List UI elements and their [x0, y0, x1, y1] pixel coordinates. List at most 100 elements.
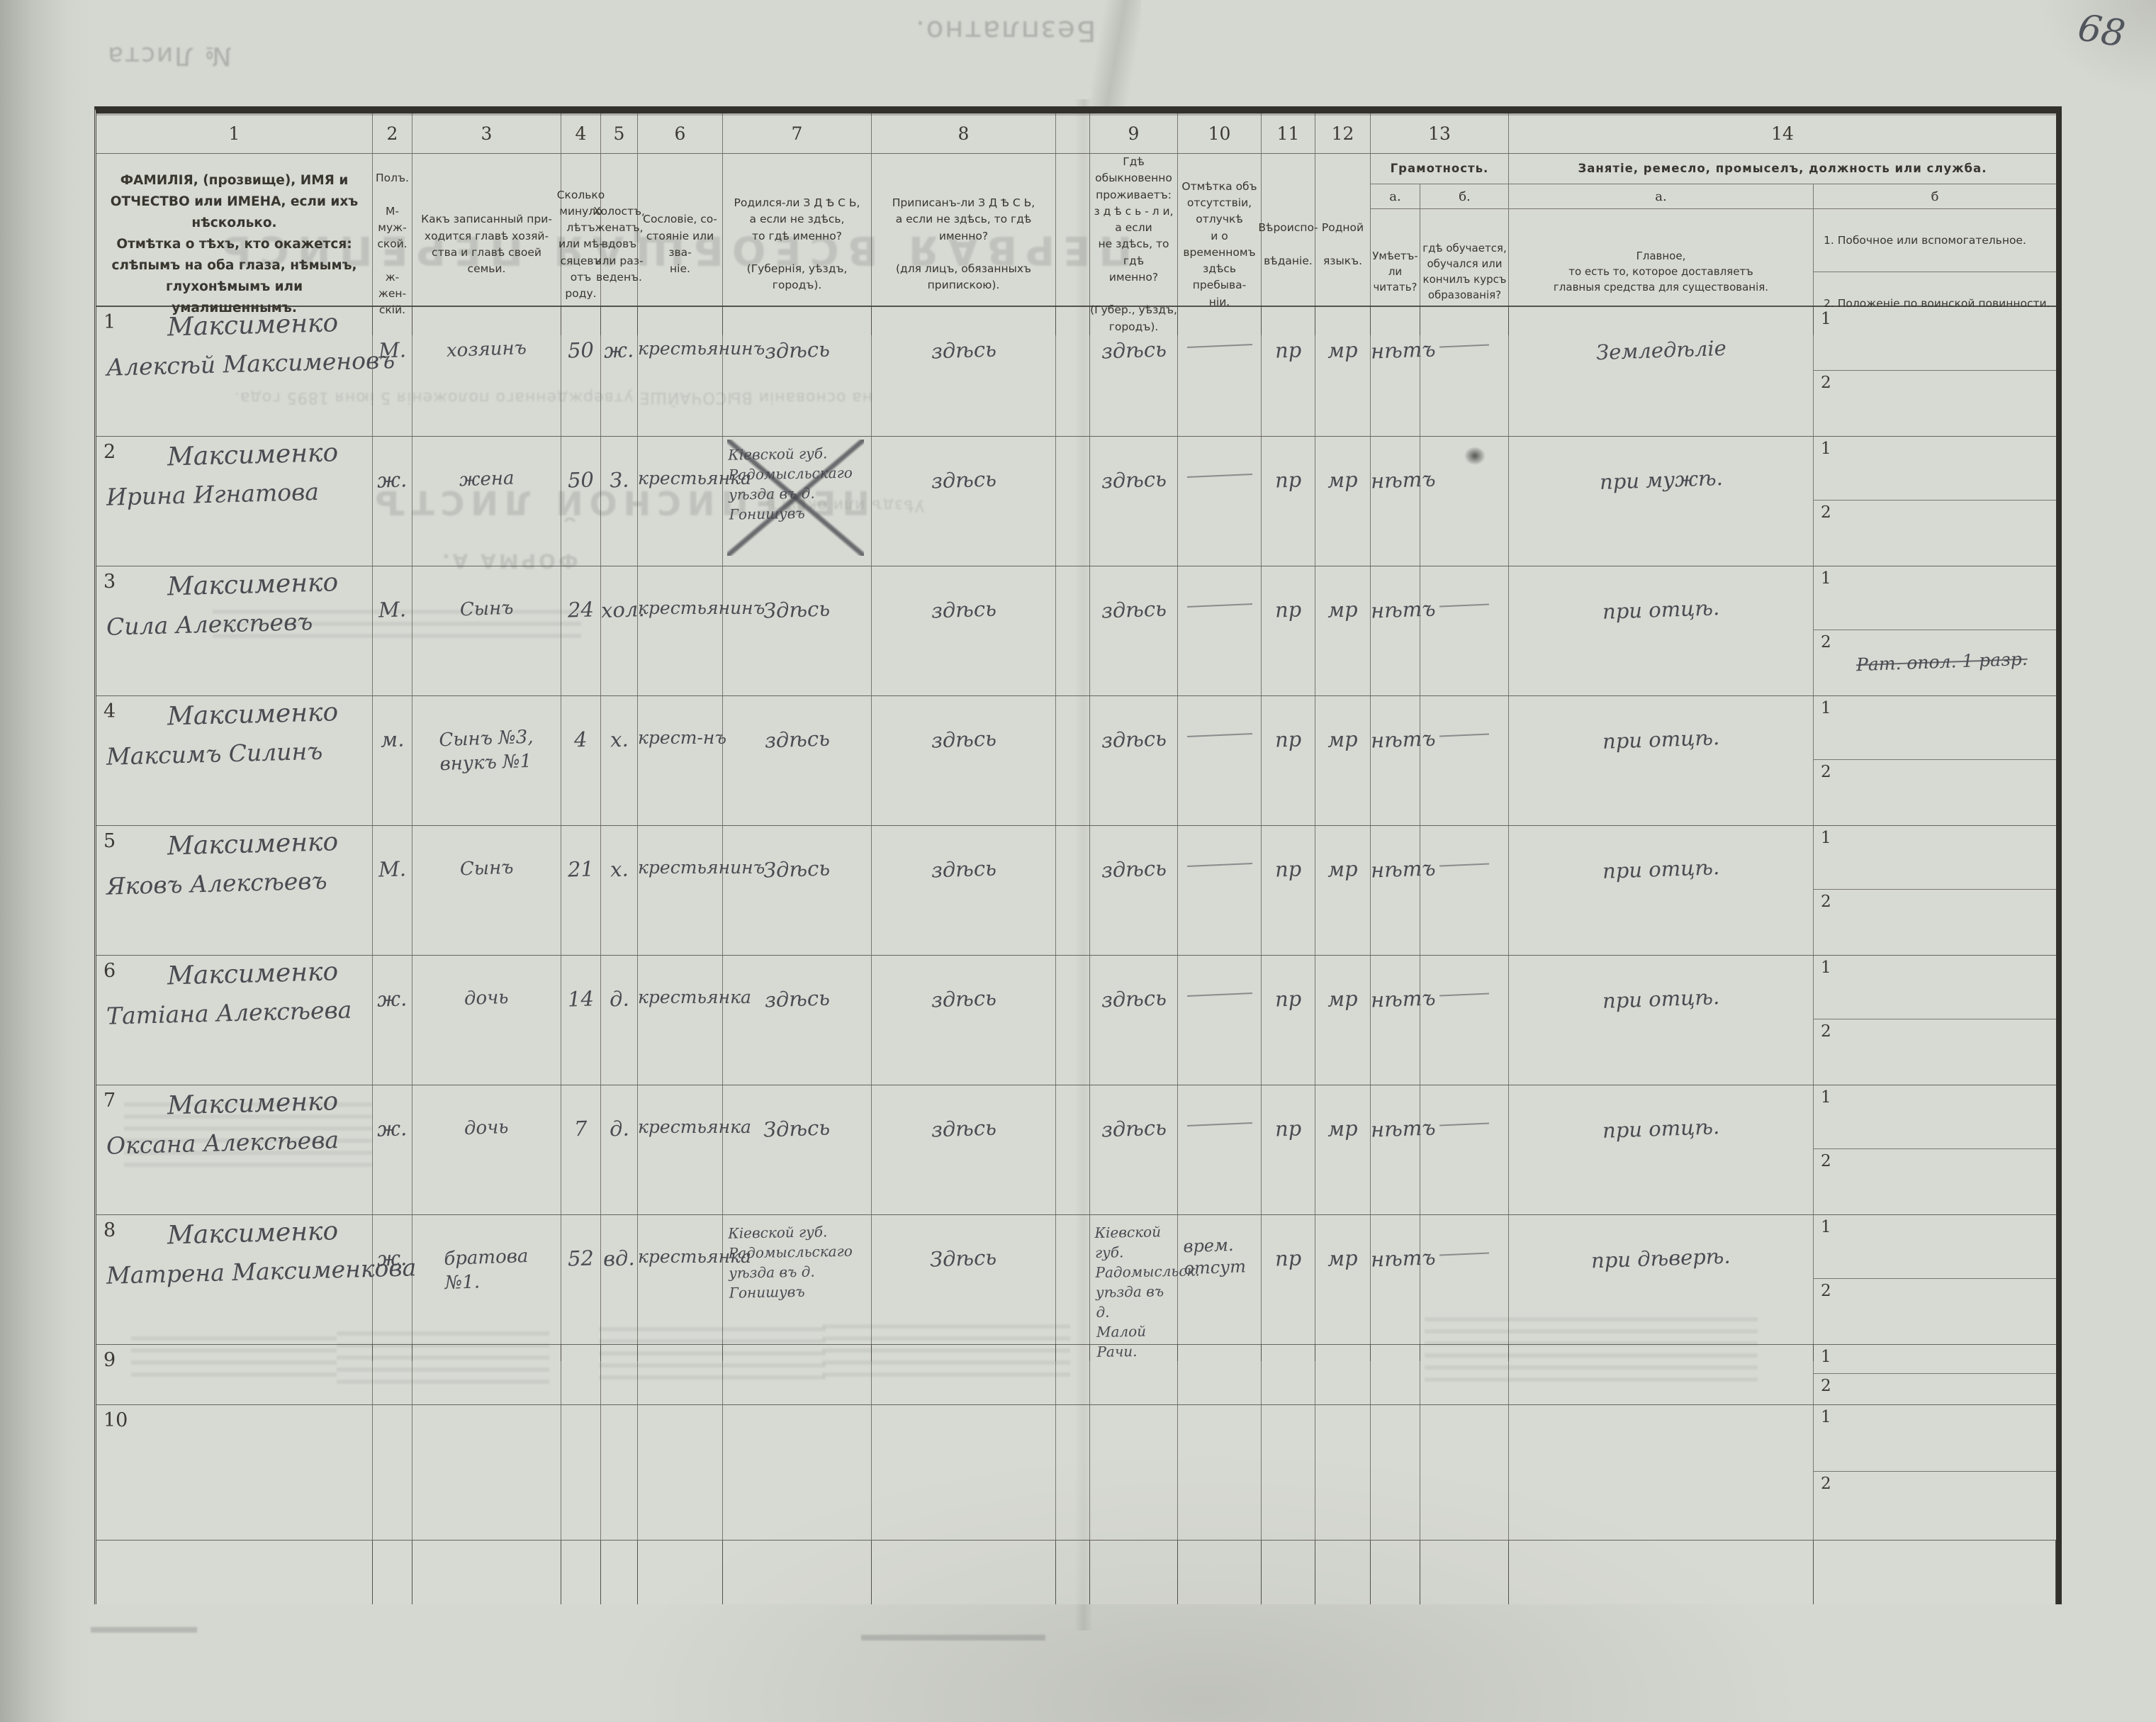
cell-education: [1420, 696, 1509, 825]
col-num-1: 1: [96, 113, 373, 153]
handwritten-relation: дочь: [464, 1116, 510, 1140]
cell-religion: пр: [1262, 307, 1315, 436]
faint-print-smudge: [861, 1635, 1045, 1640]
occupation-sub-b-label: б: [1931, 189, 1939, 204]
col-num-6: 6: [638, 113, 723, 153]
side-occupation-sub2: 2: [1814, 1472, 2056, 1539]
cell-sex: М.: [373, 307, 412, 436]
handwritten-value: 7: [573, 1116, 588, 1141]
handwritten-value: пр: [1274, 856, 1302, 882]
handwritten-value: здѣсь: [764, 726, 830, 753]
cell-residence: здѣсь: [1090, 307, 1178, 436]
handwritten-surname: Максименко: [167, 568, 339, 602]
handwritten-dash: [1186, 343, 1252, 348]
table-row: 6 Максименко Татіана Алексѣева ж. дочь 14 д. кр…: [96, 956, 2056, 1085]
handwritten-surname: Максименко: [167, 1087, 339, 1121]
table-row: 8 Максименко Матрена Максименкова ж. братова…: [96, 1215, 2056, 1361]
cell-occupation: Земледѣліе: [1509, 307, 1814, 436]
handwritten-value: здѣсь: [764, 337, 830, 364]
literacy-title: Грамотность.: [1371, 154, 1508, 184]
printed-sub-label: 1: [1821, 1348, 1831, 1366]
printed-sub-label: 2: [1821, 1282, 1831, 1300]
cell-name: 4 Максименко Максимъ Силинъ: [96, 696, 373, 825]
handwritten-value: пр: [1274, 597, 1302, 622]
cell-marital: ж.: [601, 307, 638, 436]
ghost-paragraph-smudge: [822, 1324, 1070, 1382]
side-occupation-sub2: 2: [1814, 1374, 2056, 1404]
cell-occupation: при отцѣ.: [1509, 956, 1814, 1085]
handwritten-value: 50: [567, 467, 595, 493]
cell-age: 52: [561, 1215, 601, 1361]
side-occupation-sub2: 2 Рат. опол. 1 разр.: [1814, 630, 2056, 695]
handwritten-surname: Максименко: [167, 1217, 339, 1251]
occupation-title: Занятіе, ремесло, промыселъ, должность и…: [1509, 154, 2056, 184]
cell-residence: здѣсь: [1090, 437, 1178, 566]
cell-relation: Сынъ: [412, 566, 561, 695]
head-sex: Полъ. М-муж- ской. ж-жен- скій.: [373, 154, 412, 335]
head-occupation-side: 1. Побочное или вспомогательное. 2. Поло…: [1814, 209, 2056, 335]
cell-relation: Сынъ №3, внукъ №1: [412, 696, 561, 825]
handwritten-value: мр: [1327, 597, 1359, 622]
side-occupation-sub2: 2: [1814, 371, 2056, 435]
cell-name: 8 Максименко Матрена Максименкова: [96, 1215, 417, 1361]
handwritten-value: мр: [1327, 1246, 1359, 1271]
cell-registered: здѣсь: [872, 826, 1056, 955]
cell-relation: [412, 1405, 561, 1540]
handwritten-surname: Максименко: [167, 308, 339, 342]
printed-sub-label: 1: [1821, 440, 1831, 458]
binding-gutter: [1056, 113, 1090, 153]
cell-occupation: при дѣверѣ.: [1509, 1215, 1814, 1361]
handwritten-value: Здѣсь: [763, 1115, 831, 1142]
table-row: 10 1 2: [96, 1405, 2056, 1541]
cell-language: мр: [1315, 826, 1371, 955]
cell-name: 5 Максименко Яковъ Алексѣевъ: [96, 826, 373, 955]
cell-reads: нѣтъ: [1370, 437, 1436, 566]
handwritten-dash: [1439, 732, 1490, 737]
cell-sex: М.: [373, 566, 412, 695]
handwritten-value: д.: [609, 1116, 629, 1141]
printed-sub-label: 2: [1821, 503, 1831, 522]
handwritten-value: здѣсь: [931, 1115, 996, 1142]
handwritten-value: здѣсь: [1101, 985, 1167, 1012]
table-row: 2 Максименко Ирина Игнатова ж. жена 50 З. крест…: [96, 437, 2056, 566]
cell-language: мр: [1315, 566, 1371, 695]
binding-gutter: [1056, 307, 1090, 436]
ghost-paragraph-smudge: [213, 610, 581, 638]
cell-birthplace: [723, 1345, 872, 1404]
cell-absence: [1178, 566, 1262, 695]
printed-sub-label: 1: [1821, 1218, 1831, 1236]
col-num-13: 13: [1371, 113, 1509, 153]
cell-education: [1420, 437, 1509, 566]
head-residence: Гдѣ обыкновенно проживаетъ: з д ѣ с ь - …: [1090, 154, 1178, 335]
cell-religion: пр: [1262, 1215, 1315, 1361]
printed-sub-label: 2: [1821, 633, 1831, 652]
handwritten-value: здѣсь: [931, 985, 996, 1012]
ghost-text: Безплатно.: [914, 14, 1096, 47]
cell-marital: д.: [601, 1085, 638, 1214]
cell-residence: здѣсь: [1090, 696, 1178, 825]
cell-registered: здѣсь: [872, 956, 1056, 1085]
handwritten-dash: [1439, 343, 1490, 348]
cell-education: [1420, 826, 1509, 955]
cell-sex: ж.: [373, 956, 412, 1085]
handwritten-value: 21: [567, 856, 595, 882]
cell-occupation: [1509, 1345, 1814, 1404]
cell-religion: пр: [1262, 1085, 1315, 1214]
col-num-8: 8: [872, 113, 1056, 153]
row-number: 6: [103, 960, 116, 982]
head-education: гдѣ обучается, обучался или кончилъ курс…: [1422, 242, 1507, 301]
head-birthplace: Родился-ли З Д Ѣ С Ь, а если не здѣсь, т…: [723, 154, 872, 335]
cell-name: 3 Максименко Сила Алексѣевъ: [96, 566, 373, 695]
cell-absence: [1178, 307, 1262, 436]
cell-reads: нѣтъ: [1370, 307, 1436, 436]
handwritten-value: мр: [1327, 467, 1359, 493]
cell-occupation: при мужѣ.: [1509, 437, 1814, 566]
handwritten-value: Здѣсь: [763, 596, 831, 623]
cell-religion: пр: [1262, 956, 1315, 1085]
handwritten-value: 52: [567, 1246, 595, 1271]
handwritten-value: здѣсь: [931, 856, 996, 883]
binding-gutter: [1056, 956, 1090, 1085]
